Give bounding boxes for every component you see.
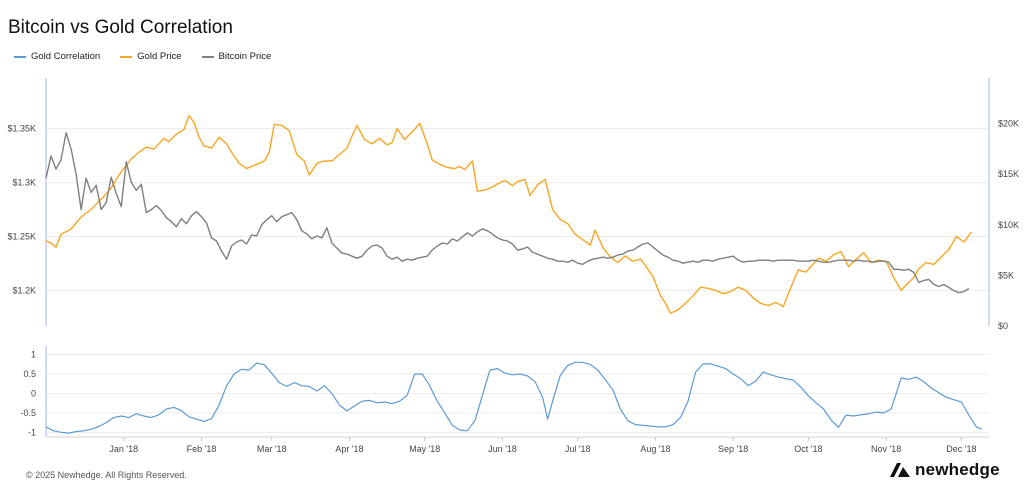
price-right-tick-labels: $0 $5K $10K $15K $20K bbox=[998, 119, 1019, 331]
right-axis-tick-label: $0 bbox=[998, 321, 1008, 331]
correlation-gridlines bbox=[46, 354, 989, 433]
newhedge-logo[interactable]: newhedge bbox=[890, 460, 1000, 480]
x-axis-tick-label: Aug '18 bbox=[640, 444, 670, 454]
x-axis-tick-label: Oct '18 bbox=[794, 444, 822, 454]
legend: Gold Correlation Gold Price Bitcoin Pric… bbox=[14, 51, 271, 62]
left-axis-tick-label: $1.3K bbox=[12, 178, 36, 188]
legend-swatch-bitcoin-price bbox=[201, 55, 214, 58]
x-axis-tick-label: Sep '18 bbox=[718, 444, 748, 454]
legend-label-gold-correlation: Gold Correlation bbox=[31, 51, 101, 62]
x-axis-tick-label: Jul '18 bbox=[565, 444, 591, 454]
correlation-tick-label: 0.5 bbox=[23, 369, 36, 379]
legend-item-gold-price[interactable]: Gold Price bbox=[120, 51, 182, 62]
price-gridlines bbox=[46, 128, 989, 291]
copyright-footer: © 2025 Newhedge. All Rights Reserved. bbox=[26, 470, 187, 480]
x-axis-tick-labels: Jan '18 Feb '18 Mar '18 Apr '18 May '18 Jun '… bbox=[109, 437, 977, 454]
brand-name: newhedge bbox=[915, 460, 1000, 479]
gold-correlation-line[interactable] bbox=[45, 361, 982, 434]
gold-price-line[interactable] bbox=[45, 115, 972, 314]
x-axis-tick-label: Jan '18 bbox=[109, 444, 138, 454]
left-axis-tick-label: $1.35K bbox=[7, 124, 36, 134]
x-axis-tick-label: Mar '18 bbox=[257, 444, 287, 454]
left-axis-tick-label: $1.2K bbox=[12, 285, 36, 295]
correlation-tick-label: 0 bbox=[31, 388, 36, 398]
chart-title: Bitcoin vs Gold Correlation bbox=[8, 17, 233, 38]
right-axis-tick-label: $5K bbox=[998, 270, 1014, 280]
x-axis-tick-label: Apr '18 bbox=[335, 444, 363, 454]
legend-swatch-gold-price bbox=[120, 55, 133, 58]
x-axis-tick-label: May '18 bbox=[409, 444, 440, 454]
bitcoin-price-line[interactable] bbox=[45, 132, 970, 294]
legend-label-bitcoin-price: Bitcoin Price bbox=[218, 51, 272, 62]
x-axis-tick-label: Feb '18 bbox=[187, 444, 217, 454]
legend-item-bitcoin-price[interactable]: Bitcoin Price bbox=[201, 51, 272, 62]
price-left-tick-labels: $1.2K $1.25K $1.3K $1.35K bbox=[7, 124, 36, 296]
left-axis-tick-label: $1.25K bbox=[7, 232, 36, 242]
correlation-tick-label: -0.5 bbox=[20, 408, 36, 418]
right-axis-tick-label: $10K bbox=[998, 220, 1019, 230]
legend-label-gold-price: Gold Price bbox=[137, 51, 182, 62]
legend-item-gold-correlation[interactable]: Gold Correlation bbox=[14, 51, 100, 62]
legend-swatch-gold-correlation bbox=[14, 55, 26, 58]
correlation-tick-labels: -1 -0.5 0 0.5 1 bbox=[20, 350, 36, 438]
x-axis-tick-label: Jun '18 bbox=[488, 444, 517, 454]
correlation-tick-label: 1 bbox=[31, 350, 36, 360]
right-axis-tick-label: $20K bbox=[998, 119, 1019, 129]
x-axis-tick-label: Dec '18 bbox=[946, 444, 976, 454]
correlation-tick-label: -1 bbox=[28, 427, 36, 437]
right-axis-tick-label: $15K bbox=[998, 169, 1019, 179]
x-axis-tick-label: Nov '18 bbox=[871, 444, 901, 454]
series-layer bbox=[45, 115, 982, 434]
newhedge-logo-icon bbox=[890, 463, 910, 477]
